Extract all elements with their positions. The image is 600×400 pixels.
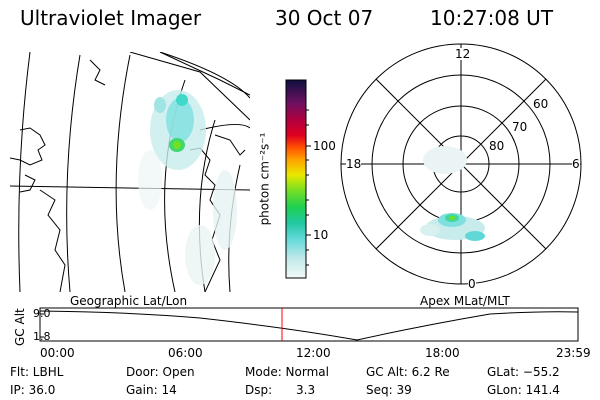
mlt-label-6: 6 xyxy=(572,157,580,171)
altitude-frame xyxy=(39,307,579,342)
seq-info: Seq: 39 xyxy=(366,383,412,397)
coastline xyxy=(19,174,36,193)
coastline xyxy=(10,127,46,166)
instrument-title: Ultraviolet Imager xyxy=(20,6,202,30)
image-date: 30 Oct 07 xyxy=(275,6,374,30)
glat-info: GLat: −55.2 xyxy=(487,365,560,379)
geo-grid-line xyxy=(159,52,250,96)
mlt-label-18: 18 xyxy=(346,157,362,171)
mlat-label-70: 70 xyxy=(512,120,528,134)
time-tick-1200: 12:00 xyxy=(296,346,331,360)
altitude-tick-9: 9.0 xyxy=(33,307,51,320)
mlt-label-0: 0 xyxy=(468,277,476,291)
geo-plot-title: Geographic Lat/Lon xyxy=(70,294,188,308)
time-tick-1800: 18:00 xyxy=(425,346,460,360)
geo-grid-line xyxy=(129,52,250,121)
time-tick-0000: 00:00 xyxy=(40,346,75,360)
geo-grid-line xyxy=(10,185,250,191)
colorbar-gradient xyxy=(285,79,307,279)
geo-grid-line xyxy=(115,54,131,292)
polar-aurora xyxy=(420,146,485,241)
mlat-label-60: 60 xyxy=(533,97,549,111)
mode-info: Mode: Normal xyxy=(245,365,329,379)
time-tick-0600: 06:00 xyxy=(168,346,203,360)
dsp-value: 3.3 xyxy=(296,383,316,397)
geo-grid-line xyxy=(18,52,31,292)
gc-alt-info: GC Alt: 6.2 Re xyxy=(366,365,450,379)
coastline xyxy=(214,134,246,156)
image-time: 10:27:08 UT xyxy=(430,6,554,30)
coastline xyxy=(189,147,221,292)
coastline xyxy=(89,59,106,86)
polar-plot-title: Apex MLat/MLT xyxy=(420,294,510,308)
glon-info: GLon: 141.4 xyxy=(487,383,560,397)
time-tick-2359: 23:59 xyxy=(556,346,591,360)
geo-grid-line xyxy=(66,54,81,292)
dsp-label: Dsp: xyxy=(245,383,273,397)
gain-info: Gain: 14 xyxy=(126,383,177,397)
geo-aurora xyxy=(138,90,237,285)
altitude-tick-1-8: 1.8 xyxy=(33,330,51,343)
geo-grid-line xyxy=(159,52,250,99)
ip-info: IP: 36.0 xyxy=(10,383,56,397)
mlat-label-80: 80 xyxy=(489,139,505,153)
altitude-curve xyxy=(39,310,579,341)
altitude-ylabel: GC Alt xyxy=(13,308,27,346)
geo-grid-line xyxy=(199,124,250,131)
colorbar-tick-10: 10 xyxy=(313,228,329,242)
filter-info: Flt: LBHL xyxy=(10,365,64,379)
colorbar-tick-100: 100 xyxy=(313,139,336,153)
coastline xyxy=(39,189,66,292)
mlt-label-12: 12 xyxy=(455,47,471,61)
door-info: Door: Open xyxy=(126,365,195,379)
